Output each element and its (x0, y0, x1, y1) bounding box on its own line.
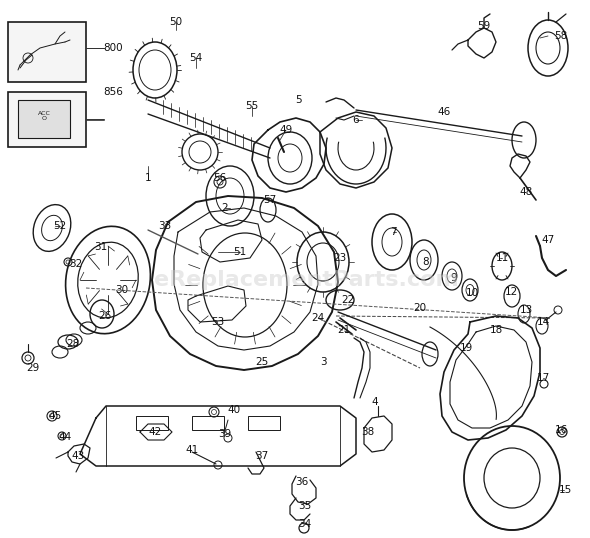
Text: 49: 49 (280, 125, 293, 135)
Text: 59: 59 (477, 21, 491, 31)
Text: ACC
O: ACC O (38, 111, 50, 122)
Text: 25: 25 (255, 357, 268, 367)
Text: 11: 11 (496, 253, 509, 263)
Text: 23: 23 (333, 253, 347, 263)
Text: 800: 800 (103, 43, 123, 53)
Bar (18, 100, 70, 138)
Text: 17: 17 (536, 373, 550, 383)
Text: 52: 52 (53, 221, 67, 231)
Text: 24: 24 (312, 313, 325, 323)
Text: 33: 33 (158, 221, 172, 231)
Text: 26: 26 (99, 311, 112, 321)
Bar (8, 22, 86, 82)
Bar (8, 92, 86, 147)
Text: 6: 6 (353, 115, 359, 125)
Text: 10: 10 (466, 288, 478, 298)
Text: 47: 47 (542, 235, 555, 245)
Text: 51: 51 (234, 247, 247, 257)
Text: 36: 36 (296, 477, 309, 487)
Text: 9: 9 (451, 273, 457, 283)
Text: 44: 44 (58, 432, 71, 442)
Bar (192, 416, 224, 430)
Text: 39: 39 (218, 429, 232, 439)
Text: 30: 30 (116, 285, 129, 295)
Text: 20: 20 (414, 303, 427, 313)
Text: 12: 12 (504, 287, 517, 297)
Text: 7: 7 (389, 227, 396, 237)
Text: 1: 1 (145, 173, 151, 183)
Text: 45: 45 (48, 411, 61, 421)
Text: 28: 28 (66, 339, 80, 349)
Text: 38: 38 (361, 427, 375, 437)
Text: 15: 15 (558, 485, 572, 495)
Text: 14: 14 (536, 317, 550, 327)
Text: 56: 56 (214, 173, 227, 183)
Text: 856: 856 (103, 87, 123, 97)
Text: 55: 55 (245, 101, 258, 111)
Text: 58: 58 (555, 31, 568, 41)
Text: 3: 3 (320, 357, 326, 367)
Bar (248, 416, 280, 430)
Text: 19: 19 (460, 343, 473, 353)
Text: 37: 37 (255, 451, 268, 461)
Text: 22: 22 (342, 295, 355, 305)
Text: 16: 16 (555, 425, 568, 435)
Text: 53: 53 (211, 317, 225, 327)
Text: 31: 31 (94, 242, 107, 252)
Text: 13: 13 (519, 305, 533, 315)
Text: 21: 21 (337, 325, 350, 335)
Text: 29: 29 (27, 363, 40, 373)
Text: 43: 43 (71, 451, 84, 461)
Text: 48: 48 (519, 187, 533, 197)
Text: 40: 40 (227, 405, 241, 415)
Text: 32: 32 (70, 259, 83, 269)
Text: 41: 41 (185, 445, 199, 455)
Text: 8: 8 (422, 257, 430, 267)
Text: 34: 34 (299, 519, 312, 529)
Text: 18: 18 (489, 325, 503, 335)
Bar (136, 416, 168, 430)
Text: 54: 54 (189, 53, 202, 63)
Text: 5: 5 (294, 95, 301, 105)
Text: eReplacementParts.com: eReplacementParts.com (155, 270, 459, 290)
Text: 46: 46 (437, 107, 451, 117)
Text: 35: 35 (299, 501, 312, 511)
Text: 4: 4 (372, 397, 378, 407)
Text: 57: 57 (263, 195, 277, 205)
Text: 50: 50 (169, 17, 182, 27)
Text: 42: 42 (148, 427, 162, 437)
Text: 2: 2 (222, 203, 228, 213)
